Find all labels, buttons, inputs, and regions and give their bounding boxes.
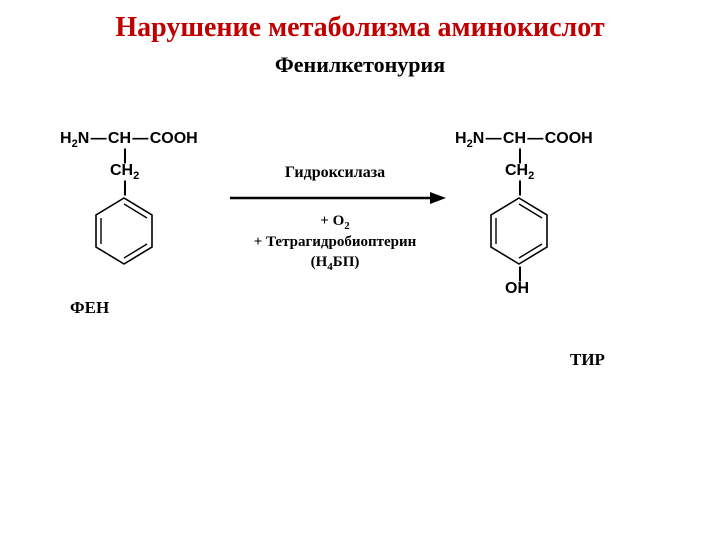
cofactor-line1: + О2: [230, 212, 440, 233]
phe-benzene-ring: [92, 194, 156, 268]
cofactor-label: + О2 + Тетрагидробиоптерин (Н4БП): [230, 212, 440, 274]
phe-bond2: |: [115, 182, 135, 194]
tyr-benzene-ring: [487, 194, 551, 268]
phe-label: ФЕН: [70, 298, 109, 318]
cofactor-line2: + Тетрагидробиоптерин: [230, 233, 440, 253]
reaction-arrow: [228, 190, 446, 211]
enzyme-label: Гидроксилаза: [230, 164, 440, 182]
cofactor-line3: (Н4БП): [230, 253, 440, 274]
tyr-bond1: |: [510, 150, 530, 162]
tyr-bond3: |: [510, 268, 530, 280]
molecule-phenylalanine: H2N — CH — COOH | CH2 |: [60, 130, 198, 268]
slide-subtitle: Фенилкетонурия: [0, 44, 720, 78]
tyr-top-formula: H2N — CH — COOH: [455, 130, 593, 150]
tyr-label: ТИР: [570, 350, 605, 370]
slide-title: Нарушение метаболизма аминокислот: [0, 0, 720, 44]
phe-top-formula: H2N — CH — COOH: [60, 130, 198, 150]
tyr-bond2: |: [510, 182, 530, 194]
molecule-tyrosine: H2N — CH — COOH | CH2 | | OH: [455, 130, 593, 298]
phe-bond1: |: [115, 150, 135, 162]
tyr-oh: OH: [505, 280, 593, 298]
reaction-diagram: H2N — CH — COOH | CH2 | Гидроксилаза + О…: [0, 78, 720, 518]
